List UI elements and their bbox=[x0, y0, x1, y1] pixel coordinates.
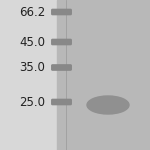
FancyBboxPatch shape bbox=[52, 65, 71, 70]
FancyBboxPatch shape bbox=[52, 39, 71, 45]
Ellipse shape bbox=[87, 96, 129, 114]
Text: 35.0: 35.0 bbox=[19, 61, 45, 74]
Text: 66.2: 66.2 bbox=[19, 6, 45, 18]
Text: 45.0: 45.0 bbox=[19, 36, 45, 48]
FancyBboxPatch shape bbox=[57, 0, 150, 150]
Text: 25.0: 25.0 bbox=[19, 96, 45, 108]
FancyBboxPatch shape bbox=[52, 99, 71, 105]
FancyBboxPatch shape bbox=[52, 9, 71, 15]
